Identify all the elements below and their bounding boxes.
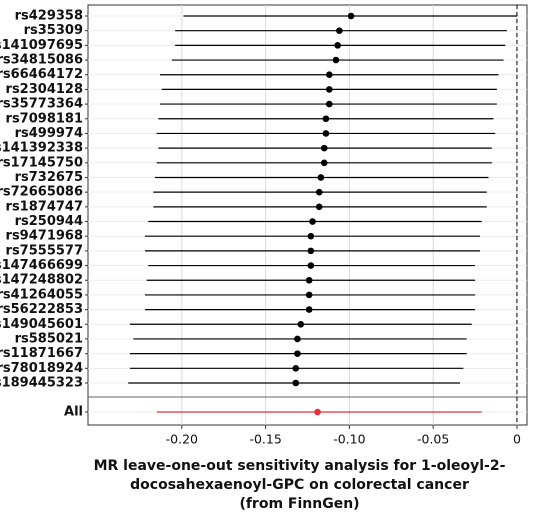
point <box>292 379 300 387</box>
x-axis-label: (from FinnGen) <box>239 496 359 512</box>
point <box>315 188 323 196</box>
y-tick-label: rs189445323 <box>0 376 83 391</box>
point <box>322 115 330 123</box>
point <box>305 306 313 313</box>
point <box>317 174 325 181</box>
point <box>314 408 321 416</box>
point <box>320 144 328 152</box>
x-tick-label: 0 <box>513 432 521 447</box>
y-tick-label: rs7098181 <box>6 111 83 126</box>
x-tick-label: -0.20 <box>166 432 198 447</box>
y-tick-label: rs56222853 <box>0 302 83 317</box>
point <box>307 247 315 255</box>
point <box>325 86 333 93</box>
panel <box>87 4 528 426</box>
point <box>347 12 355 20</box>
point <box>320 159 328 167</box>
point <box>294 335 301 343</box>
point <box>309 218 316 225</box>
point <box>305 276 313 284</box>
y-tick-label: rs9471968 <box>6 229 83 244</box>
point <box>305 291 313 299</box>
y-tick-label: rs250944 <box>15 214 83 229</box>
y-tick-label: rs72665086 <box>0 185 83 200</box>
x-axis-label: MR leave-one-out sensitivity analysis fo… <box>94 458 506 474</box>
point <box>307 232 315 240</box>
y-tick-label: rs1874747 <box>6 199 83 214</box>
point <box>325 100 333 108</box>
y-tick-label: rs35773364 <box>0 97 83 112</box>
y-tick-label: rs78018924 <box>0 361 83 376</box>
x-axis-label: docosahexaenoyl-GPC on colorectal cancer <box>130 477 469 493</box>
point <box>332 56 340 64</box>
y-tick-label: rs17145750 <box>0 155 83 170</box>
y-tick-label: rs149045601 <box>0 317 83 332</box>
y-tick-label: rs147466699 <box>0 258 83 273</box>
y-tick-label: rs35309 <box>24 23 83 38</box>
y-tick-label: rs41264055 <box>0 287 83 302</box>
point <box>325 71 333 79</box>
y-tick-label: rs11871667 <box>0 346 83 361</box>
y-tick-label: rs66464172 <box>0 67 83 82</box>
point <box>307 262 315 269</box>
y-tick-label: rs429358 <box>15 9 83 24</box>
y-tick-label: rs499974 <box>15 126 83 141</box>
point <box>334 42 341 49</box>
y-tick-label: rs2304128 <box>6 82 83 97</box>
y-tick-label: rs7555577 <box>6 243 83 258</box>
point <box>336 27 343 34</box>
point <box>292 365 300 372</box>
point <box>322 130 330 137</box>
x-tick-label: -0.10 <box>333 432 365 447</box>
y-tick-label: All <box>64 405 83 420</box>
point <box>297 320 305 328</box>
point <box>294 350 301 357</box>
y-tick-label: rs141392338 <box>0 141 83 156</box>
y-tick-label: rs147248802 <box>0 273 83 288</box>
y-tick-label: rs732675 <box>15 170 83 185</box>
point <box>315 203 323 211</box>
x-tick-label: -0.05 <box>417 432 449 447</box>
y-tick-label: rs34815086 <box>0 53 83 68</box>
x-tick-label: -0.15 <box>249 432 281 447</box>
y-tick-label: rs141097695 <box>0 38 83 53</box>
y-tick-label: rs585021 <box>15 331 83 346</box>
